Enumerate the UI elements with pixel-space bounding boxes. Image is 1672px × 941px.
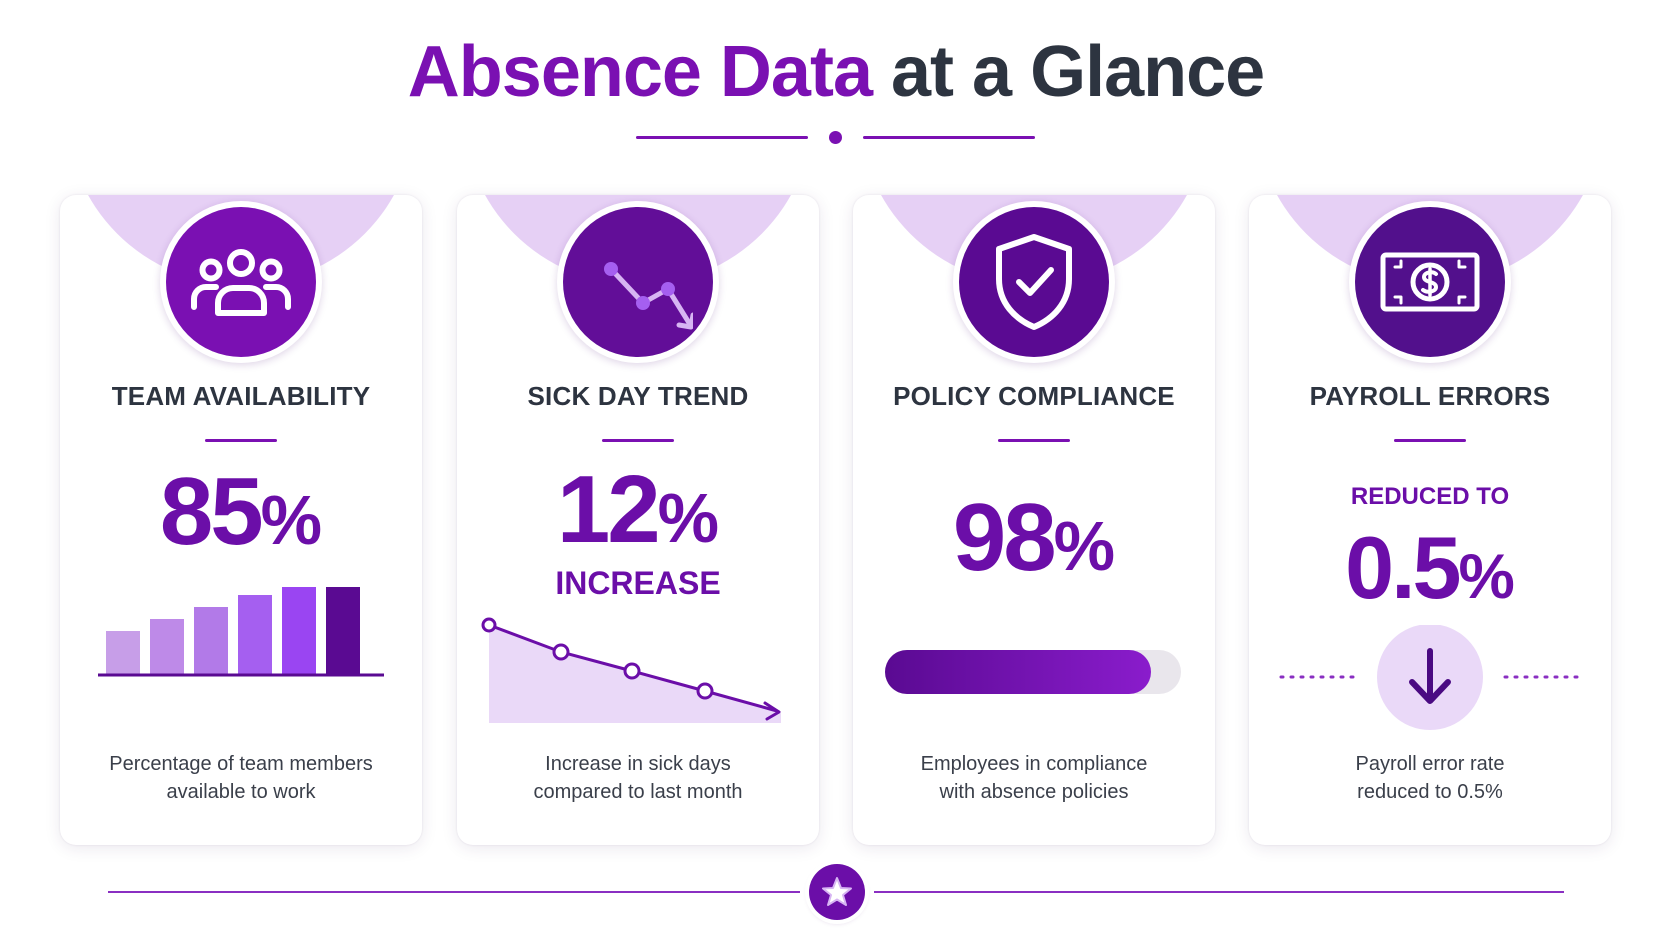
- star-icon: [822, 877, 852, 906]
- card-policy-compliance: POLICY COMPLIANCE 98% Employees in compl…: [853, 195, 1215, 845]
- footer-line-right: [874, 891, 1564, 893]
- card-description: Percentage of team members available to w…: [109, 753, 373, 803]
- stat-value: 85%: [159, 458, 323, 565]
- card-title: TEAM AVAILABILITY: [111, 381, 371, 411]
- card-title: POLICY COMPLIANCE: [893, 381, 1175, 411]
- trend-down-icon: [604, 262, 693, 330]
- line-trend-graphic: [481, 617, 781, 723]
- stat-pre-label: REDUCED TO: [1350, 483, 1510, 510]
- card-team-availability: TEAM AVAILABILITY 85% Percentage of team…: [60, 195, 422, 845]
- stat-value: 0.5%: [1345, 518, 1515, 617]
- card-title: PAYROLL ERRORS: [1309, 381, 1551, 411]
- team-icon: [191, 249, 291, 316]
- card-description: Payroll error rate reduced to 0.5%: [1355, 753, 1505, 803]
- footer-line-left: [108, 891, 800, 893]
- stat-value: 98%: [952, 484, 1116, 591]
- card-description: Employees in compliance with absence poli…: [920, 753, 1148, 803]
- page-title: Absence Data at a Glance: [0, 22, 1672, 122]
- stat-sub-label: INCREASE: [555, 565, 721, 601]
- footer-star-badge: [809, 864, 865, 920]
- dollar-bill-icon: [1380, 252, 1480, 312]
- card-payroll-errors: PAYROLL ERRORS REDUCED TO 0.5% Payroll e…: [1249, 195, 1611, 845]
- card-description: Increase in sick days compared to last mo…: [533, 753, 743, 803]
- down-arrow-graphic: [1279, 625, 1581, 730]
- title-rest: at a Glance: [891, 32, 1265, 112]
- bar-chart-graphic: [98, 587, 384, 677]
- title-accent: Absence Data: [407, 32, 873, 112]
- compliance-progress-fill: [885, 650, 1152, 694]
- compliance-progress-track: [885, 650, 1181, 694]
- card-title: SICK DAY TREND: [527, 381, 749, 411]
- title-divider: [0, 131, 1672, 144]
- stat-value: 12%: [556, 456, 720, 563]
- card-sick-day-trend: SICK DAY TREND 12% INCREASE Increase in …: [457, 195, 819, 845]
- shield-check-icon: [996, 234, 1072, 330]
